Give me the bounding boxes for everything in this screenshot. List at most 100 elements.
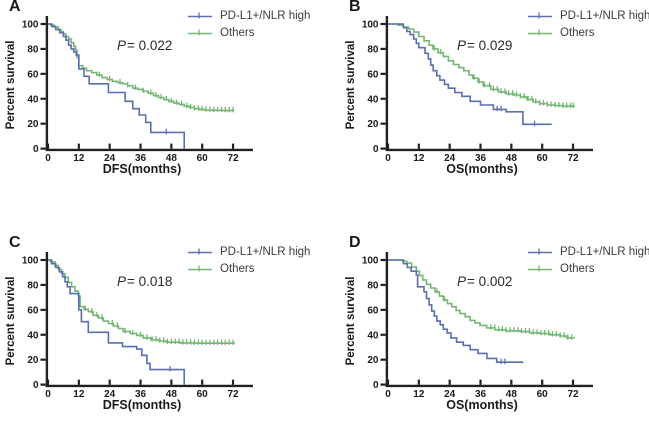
p-symbol: P — [117, 38, 127, 53]
x-axis-title: DFS(months) — [102, 398, 182, 412]
svg-text:20: 20 — [367, 119, 379, 130]
p-value: P= 0.022 — [117, 38, 172, 53]
svg-text:60: 60 — [197, 153, 209, 164]
svg-text:0: 0 — [373, 380, 379, 391]
svg-text:12: 12 — [73, 389, 85, 400]
svg-text:60: 60 — [27, 69, 39, 80]
x-axis-title: DFS(months) — [102, 162, 182, 176]
svg-text:0: 0 — [33, 144, 39, 155]
svg-text:24: 24 — [444, 153, 456, 164]
panel-d-label: D — [349, 234, 361, 251]
legend-label: Others — [220, 27, 255, 39]
km-line-marker-icon — [188, 12, 212, 19]
legend-item-others: Others — [527, 261, 649, 277]
svg-text:100: 100 — [22, 256, 39, 267]
svg-text:40: 40 — [367, 330, 379, 341]
legend-item-pdl1-nlr-high: PD-L1+/NLR high — [527, 8, 649, 24]
svg-text:20: 20 — [367, 355, 379, 366]
svg-text:40: 40 — [27, 330, 39, 341]
svg-text:72: 72 — [227, 389, 239, 400]
panel-b-label: B — [349, 0, 361, 15]
legend-item-others: Others — [527, 25, 649, 41]
svg-text:0: 0 — [45, 389, 51, 400]
svg-text:36: 36 — [475, 389, 487, 400]
svg-text:60: 60 — [537, 389, 549, 400]
svg-text:48: 48 — [506, 153, 518, 164]
legend-item-others: Others — [187, 261, 310, 277]
svg-text:60: 60 — [367, 69, 379, 80]
km-plot-os-d: 0 20 40 60 80 100 0 12 24 36 48 60 72 — [362, 252, 593, 400]
svg-text:0: 0 — [385, 153, 391, 164]
svg-text:12: 12 — [73, 153, 85, 164]
svg-text:24: 24 — [104, 153, 116, 164]
svg-text:72: 72 — [567, 389, 579, 400]
panel-a-label: A — [9, 0, 21, 15]
svg-text:80: 80 — [27, 44, 39, 55]
svg-text:0: 0 — [373, 144, 379, 155]
svg-text:36: 36 — [135, 389, 147, 400]
panel-d: D Percent survival 0 20 40 60 80 100 0 12 24 36 48… — [340, 234, 649, 422]
legend-label: PD-L1+/NLR high — [560, 246, 649, 258]
p-value: P= 0.029 — [457, 38, 512, 53]
km-line-marker-icon — [528, 248, 552, 255]
km-line-marker-icon — [188, 265, 212, 272]
svg-text:12: 12 — [413, 389, 425, 400]
p-number: = 0.022 — [127, 38, 173, 53]
legend-label: PD-L1+/NLR high — [220, 10, 311, 22]
svg-text:72: 72 — [227, 153, 239, 164]
svg-text:100: 100 — [362, 256, 379, 267]
p-symbol: P — [457, 38, 467, 53]
p-symbol: P — [457, 274, 467, 289]
legend: PD-L1+/NLR high Others — [187, 244, 310, 278]
legend-label: PD-L1+/NLR high — [560, 10, 649, 22]
svg-text:60: 60 — [537, 153, 549, 164]
svg-text:48: 48 — [166, 389, 178, 400]
p-value: P= 0.002 — [457, 274, 512, 289]
legend-label: Others — [560, 27, 595, 39]
km-plot-dfs-c: 0 20 40 60 80 100 0 12 24 36 48 60 72 — [22, 252, 253, 400]
legend-label: PD-L1+/NLR high — [220, 246, 311, 258]
svg-text:80: 80 — [367, 44, 379, 55]
svg-text:20: 20 — [27, 355, 39, 366]
legend: PD-L1+/NLR high Others — [187, 8, 310, 42]
svg-text:36: 36 — [475, 153, 487, 164]
panel-c: C Percent survival 0 20 40 60 80 100 0 12 24 36 48… — [0, 234, 310, 422]
svg-text:100: 100 — [362, 20, 379, 31]
legend-item-others: Others — [187, 25, 310, 41]
km-line-marker-icon — [528, 265, 552, 272]
p-number: = 0.018 — [127, 274, 173, 289]
svg-text:24: 24 — [444, 389, 456, 400]
km-line-marker-icon — [528, 29, 552, 36]
x-axis-title: OS(months) — [446, 398, 518, 412]
svg-text:0: 0 — [45, 153, 51, 164]
svg-text:40: 40 — [367, 94, 379, 105]
svg-text:60: 60 — [197, 389, 209, 400]
svg-text:72: 72 — [567, 153, 579, 164]
panel-c-label: C — [9, 234, 21, 251]
p-number: = 0.002 — [467, 274, 513, 289]
svg-text:40: 40 — [27, 94, 39, 105]
panel-b: B Percent survival 0 20 40 60 80 100 0 12 24 36 48… — [340, 0, 649, 186]
km-line-marker-icon — [188, 29, 212, 36]
svg-text:60: 60 — [27, 305, 39, 316]
svg-text:12: 12 — [413, 153, 425, 164]
svg-text:36: 36 — [135, 153, 147, 164]
svg-text:20: 20 — [27, 119, 39, 130]
legend-label: Others — [560, 263, 595, 275]
legend-item-pdl1-nlr-high: PD-L1+/NLR high — [187, 244, 310, 260]
svg-text:0: 0 — [33, 380, 39, 391]
legend-item-pdl1-nlr-high: PD-L1+/NLR high — [527, 244, 649, 260]
svg-text:48: 48 — [166, 153, 178, 164]
p-number: = 0.029 — [467, 38, 513, 53]
panel-a: A Percent survival 0 20 40 60 80 100 0 12 24 36 48… — [0, 0, 310, 186]
km-plot-dfs-a: 0 20 40 60 80 100 0 12 24 36 48 60 72 — [22, 16, 253, 164]
p-value: P= 0.018 — [117, 274, 172, 289]
svg-text:60: 60 — [367, 305, 379, 316]
p-symbol: P — [117, 274, 127, 289]
svg-text:80: 80 — [27, 280, 39, 291]
svg-text:24: 24 — [104, 389, 116, 400]
legend: PD-L1+/NLR high Others — [527, 8, 649, 42]
svg-text:100: 100 — [22, 20, 39, 31]
x-axis-title: OS(months) — [446, 162, 518, 176]
